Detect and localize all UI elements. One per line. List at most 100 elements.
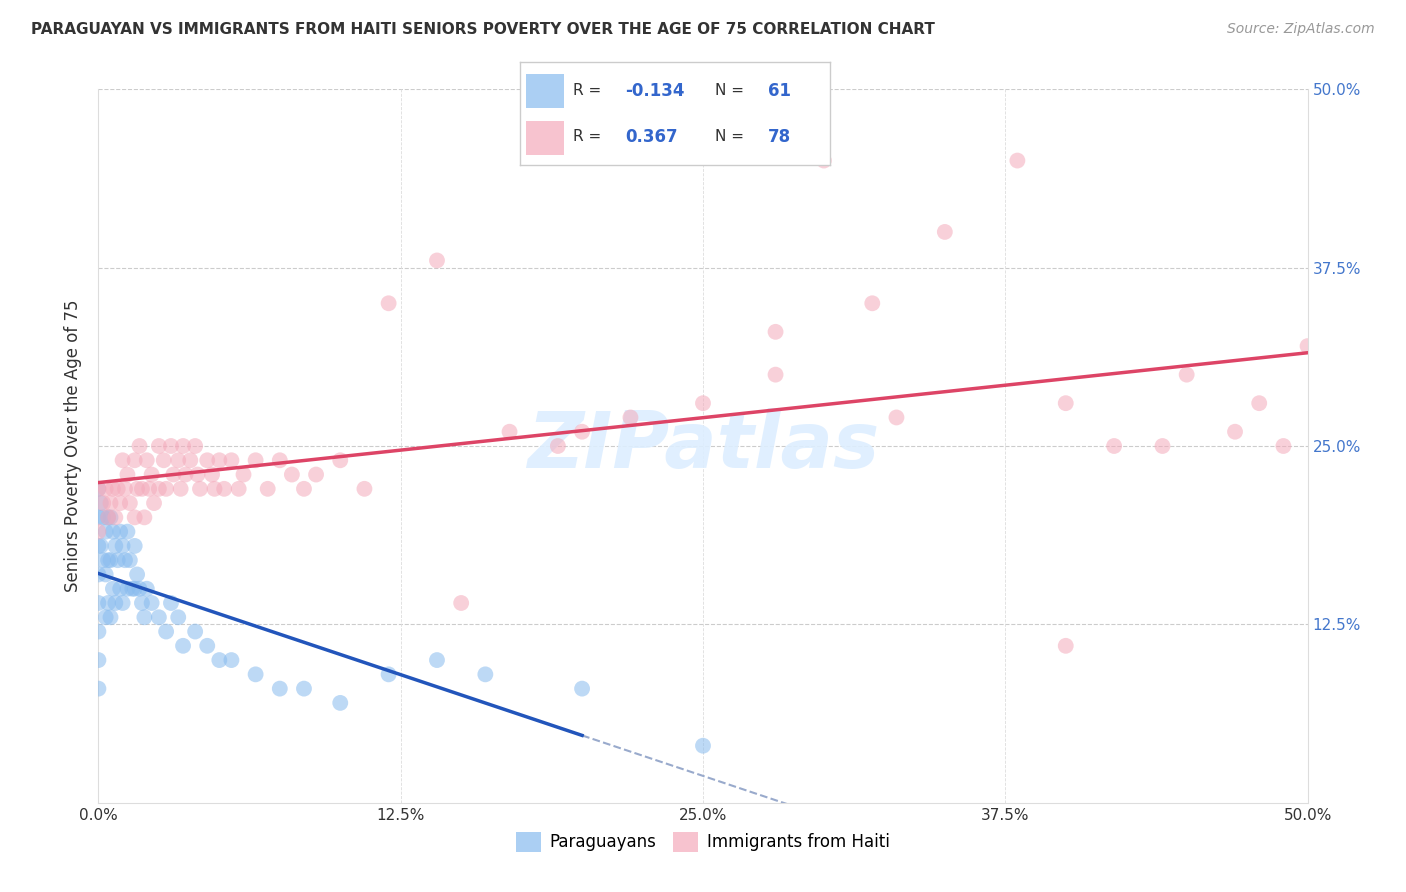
Point [148,482,170,496]
Point [90,496,112,510]
Point [155,624,177,639]
Point [221,653,243,667]
Point [245,667,267,681]
Point [269,681,291,696]
Bar [526,74,564,108]
Text: -0.134: -0.134 [626,82,685,100]
Text: 0.367: 0.367 [626,128,678,145]
Point [160,596,183,610]
Point [221,453,243,467]
Point [152,453,174,467]
Point [148,439,170,453]
Point [1054,396,1077,410]
Point [117,524,139,539]
Text: PARAGUAYAN VS IMMIGRANTS FROM HAITI SENIORS POVERTY OVER THE AGE OF 75 CORRELATI: PARAGUAYAN VS IMMIGRANTS FROM HAITI SENI… [31,22,935,37]
Text: ZIPatlas: ZIPatlas [527,408,879,484]
Point [208,453,231,467]
Point [474,667,496,681]
Point [1007,153,1029,168]
Point [131,596,153,610]
Point [167,453,190,467]
Point [124,539,146,553]
Point [450,596,472,610]
Point [101,524,124,539]
Bar [526,121,564,155]
Point [131,482,153,496]
Point [118,553,141,567]
Point [104,510,127,524]
Point [91,496,114,510]
Point [886,410,908,425]
Point [305,467,328,482]
Point [135,582,157,596]
Text: 61: 61 [768,82,790,100]
Point [97,510,120,524]
Point [329,696,352,710]
Point [108,524,131,539]
Point [134,610,156,624]
Point [195,639,218,653]
Point [174,467,197,482]
Point [377,296,399,310]
Point [107,553,129,567]
Point [1223,425,1246,439]
Point [148,610,170,624]
Point [111,539,134,553]
Point [256,482,278,496]
Point [97,553,120,567]
Point [292,681,315,696]
Point [94,482,117,496]
Point [135,453,157,467]
Point [114,553,136,567]
Point [281,467,304,482]
Point [104,596,127,610]
Point [121,582,143,596]
Point [232,467,254,482]
Point [91,553,114,567]
Point [87,567,110,582]
Point [94,524,117,539]
Point [90,539,112,553]
Text: N =: N = [716,129,749,145]
Point [1054,639,1077,653]
Point [108,582,131,596]
Point [124,510,146,524]
Point [114,482,136,496]
Point [138,482,160,496]
Point [87,653,110,667]
Point [765,325,787,339]
Point [87,624,110,639]
Point [128,439,150,453]
Point [94,567,117,582]
Text: Source: ZipAtlas.com: Source: ZipAtlas.com [1227,22,1375,37]
Point [160,439,183,453]
Point [1249,396,1271,410]
Point [329,453,352,467]
Point [97,510,120,524]
Text: N =: N = [716,83,749,98]
Point [87,482,110,496]
Point [100,610,122,624]
Point [498,425,520,439]
Point [245,453,267,467]
Point [426,653,449,667]
Point [353,482,375,496]
Point [813,153,835,168]
Point [100,496,122,510]
Point [208,653,231,667]
Legend: Paraguayans, Immigrants from Haiti: Paraguayans, Immigrants from Haiti [510,825,896,859]
Point [692,396,714,410]
Point [201,467,224,482]
Point [87,596,110,610]
Point [1296,339,1319,353]
Point [111,453,134,467]
Point [94,610,117,624]
Point [212,482,235,496]
Point [195,453,218,467]
Point [765,368,787,382]
Point [87,681,110,696]
Point [87,524,110,539]
Point [619,410,641,425]
Point [187,467,209,482]
Point [860,296,883,310]
